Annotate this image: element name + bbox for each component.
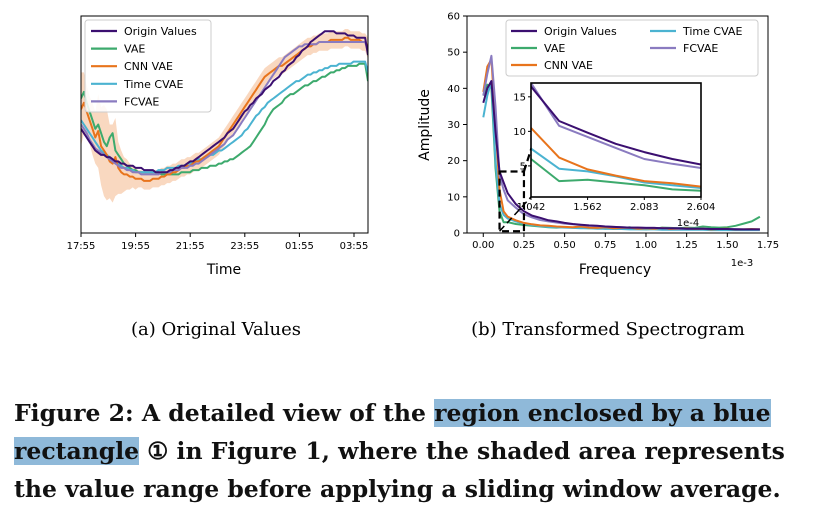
inset-y-tick-label: 15	[513, 92, 526, 103]
caption-part2: ① in Figure 1, where the shaded area rep…	[14, 437, 785, 503]
right-x-multiplier: 1e-3	[731, 258, 754, 269]
right-legend-label-origin-values: Origin Values	[544, 25, 617, 38]
inset-x-tick-label: 2.604	[687, 202, 716, 213]
right-x-tick-label: 1.25	[676, 240, 698, 251]
right-y-tick-label: 20	[447, 156, 460, 167]
inset-x-tick-label: 1.042	[517, 202, 546, 213]
left-legend-label-vae: VAE	[124, 43, 145, 56]
right-y-axis-label: Amplitude	[417, 89, 433, 161]
right-y-tick-label: 0	[454, 229, 460, 240]
right-legend-label-vae: VAE	[544, 42, 565, 55]
figure-caption: Figure 2: A detailed view of the region …	[14, 394, 826, 508]
inset-line-origin-values	[531, 85, 701, 166]
inset-frame	[530, 82, 702, 198]
inset-y-tick-label: 10	[513, 127, 526, 138]
inset-x-tick-label: 2.083	[630, 202, 659, 213]
subcaption-b: (b) Transformed Spectrogram	[471, 319, 745, 340]
right-y-tick-label: 10	[447, 192, 460, 203]
right-y-tick-label: 40	[447, 84, 460, 95]
left-line-origin-values	[81, 30, 368, 174]
inset-chart: 1.042 1.562 2.083 2.604 5 10 15 1e-4	[513, 82, 716, 229]
right-line-origin-values	[482, 80, 760, 231]
left-legend-label-origin-values: Origin Values	[124, 25, 197, 38]
left-x-tick-label: 17:55	[67, 241, 96, 252]
right-x-tick-label: 0.75	[594, 240, 616, 251]
subcaption-a: (a) Original Values	[131, 319, 301, 340]
inset-line-cnn-vae	[531, 127, 701, 188]
left-shaded-range	[81, 29, 368, 203]
right-y-tick-label: 60	[447, 12, 460, 23]
left-axes-frame	[80, 15, 369, 234]
left-legend-box	[84, 19, 212, 113]
zoom-dashed-rect	[498, 170, 526, 233]
left-legend-label-time-cvae: Time CVAE	[123, 78, 183, 91]
left-x-tick-label: 23:55	[230, 241, 259, 252]
right-chart: 0.00 0.25 0.50 0.75 1.00 1.25 1.50 1.75 0 10 20 30…	[417, 12, 779, 279]
right-x-tick-label: 0.00	[472, 240, 494, 251]
right-legend-label-time-cvae: Time CVAE	[682, 25, 742, 38]
right-legend-box	[505, 19, 759, 77]
right-x-tick-label: 1.75	[757, 240, 779, 251]
left-x-tick-label: 01:55	[285, 241, 314, 252]
left-x-axis-label: Time	[206, 262, 241, 278]
right-y-tick-label: 30	[447, 120, 460, 131]
figure-canvas: 17:55 19:55 21:55 23:55 01:55 03:55 Time Orig…	[67, 12, 780, 341]
caption-part1: Figure 2: A detailed view of the	[14, 399, 435, 427]
caption-highlight-1: region enclosed by a blue	[434, 399, 771, 427]
left-x-tick-label: 21:55	[176, 241, 205, 252]
right-x-tick-label: 0.25	[513, 240, 535, 251]
right-x-tick-label: 0.50	[553, 240, 575, 251]
right-legend-label-fcvae: FCVAE	[683, 42, 718, 55]
inset-line-fcvae	[531, 83, 701, 169]
inset-x-tick-label: 1.562	[573, 202, 602, 213]
inset-y-tick-label: 5	[520, 161, 526, 172]
right-x-axis-label: Frequency	[579, 262, 651, 278]
right-y-tick-label: 50	[447, 48, 460, 59]
left-legend-label-cnn-vae: CNN VAE	[124, 60, 173, 73]
left-x-tick-label: 03:55	[340, 241, 369, 252]
left-chart: 17:55 19:55 21:55 23:55 01:55 03:55 Time Orig…	[67, 15, 369, 278]
zoom-connector-line	[498, 196, 532, 232]
right-legend-label-cnn-vae: CNN VAE	[544, 59, 593, 72]
inset-line-vae	[531, 158, 701, 192]
left-line-fcvae	[81, 41, 368, 176]
right-x-tick-label: 1.50	[716, 240, 738, 251]
right-legend: Origin Values VAE CNN VAE Time CVAE FCVAE	[505, 19, 759, 77]
right-x-tick-label: 1.00	[635, 240, 657, 251]
left-x-tick-label: 19:55	[121, 241, 150, 252]
left-legend: Origin Values VAE CNN VAE Time CVAE FCVAE	[84, 19, 212, 113]
inset-x-multiplier: 1e-4	[677, 218, 700, 229]
left-line-vae	[81, 62, 368, 176]
left-legend-label-fcvae: FCVAE	[124, 95, 159, 108]
caption-highlight-2: rectangle	[14, 437, 140, 465]
